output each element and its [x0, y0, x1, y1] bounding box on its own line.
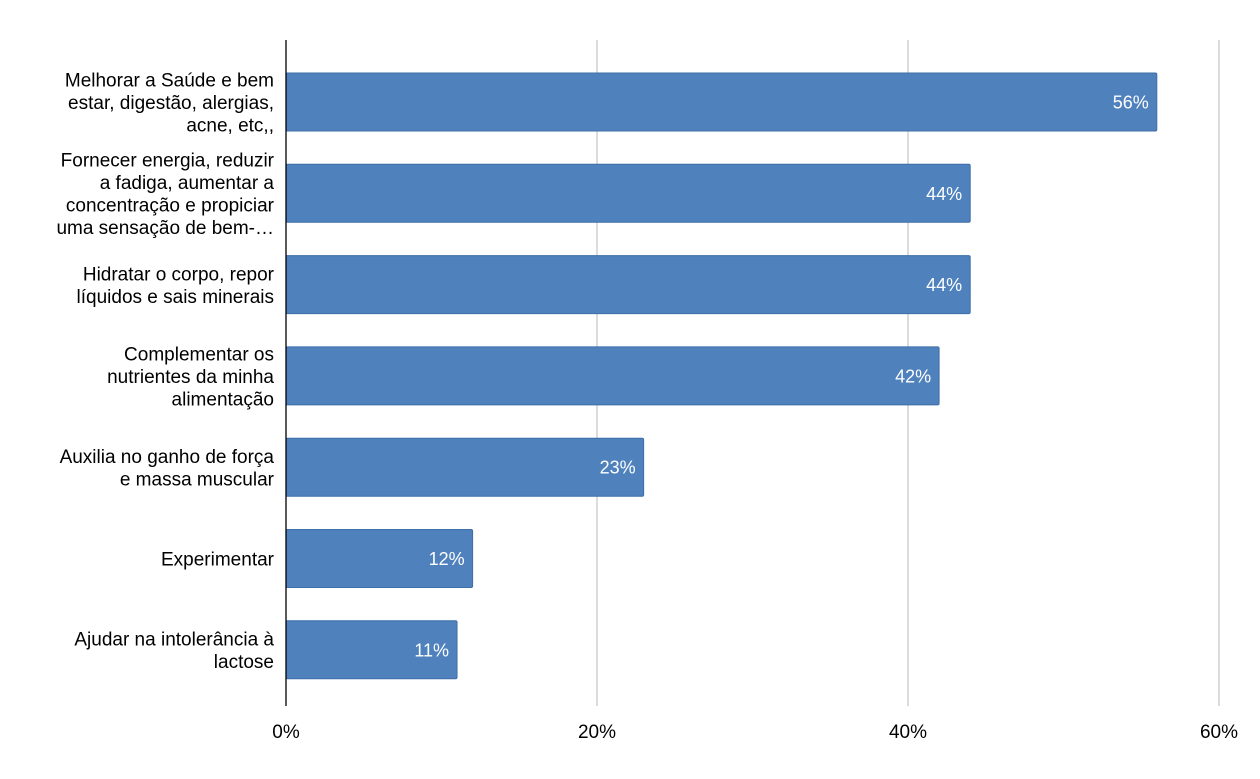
category-label-1-line-0: Fornecer energia, reduzir — [61, 151, 275, 172]
x-tick-label-20: 20% — [578, 722, 616, 743]
category-label-2-line-0: Hidratar o corpo, repor — [83, 264, 275, 285]
category-label-3-line-1: nutrientes da minha — [107, 367, 274, 388]
category-label-0-line-1: estar, digestão, alergias, — [68, 93, 274, 114]
category-label-5: Experimentar — [161, 550, 275, 571]
data-label-4: 23% — [600, 458, 636, 478]
data-label-3: 42% — [895, 366, 931, 386]
bars — [285, 72, 1158, 680]
bar-2 — [285, 255, 971, 315]
category-label-4-line-1: e massa muscular — [120, 469, 275, 490]
category-label-4-line-0: Auxilia no ganho de força — [60, 447, 275, 468]
data-label-5: 12% — [429, 549, 465, 569]
category-label-4: Auxilia no ganho de força e massa muscula… — [60, 447, 275, 491]
data-label-2: 44% — [926, 275, 962, 295]
data-label-6: 11% — [414, 640, 449, 660]
bar-0 — [285, 72, 1158, 132]
category-label-0: Melhorar a Saúde e bem estar, digestão, a… — [65, 71, 274, 137]
data-label-0: 56% — [1113, 93, 1149, 113]
x-tick-label-0: 0% — [272, 722, 300, 743]
category-label-3: Complementar os nutrientes da minha alimen… — [107, 344, 274, 410]
data-label-1: 44% — [926, 184, 962, 204]
category-label-0-line-0: Melhorar a Saúde e bem — [65, 71, 274, 92]
bar-1 — [285, 163, 971, 223]
x-tick-label-60: 60% — [1200, 722, 1238, 743]
category-label-1-line-2: concentração e propiciar — [66, 196, 275, 217]
bar-4 — [285, 437, 645, 497]
category-label-0-line-2: acne, etc,, — [186, 116, 274, 137]
category-label-6: Ajudar na intolerância à lactose — [74, 630, 274, 674]
x-tick-label-40: 40% — [889, 722, 927, 743]
category-label-1-line-3: uma sensação de bem-… — [56, 218, 274, 239]
bar-3 — [285, 346, 940, 406]
labels: 0% 20% 40% 60% 56% Melhorar a Saúde e bem esta… — [56, 71, 1238, 744]
category-label-2-line-1: líquidos e sais minerais — [77, 287, 274, 308]
category-label-2: Hidratar o corpo, repor líquidos e sais m… — [77, 264, 275, 308]
category-label-6-line-1: lactose — [214, 652, 274, 673]
category-label-1: Fornecer energia, reduzir a fadiga, aumen… — [56, 151, 274, 240]
category-label-3-line-2: alimentação — [172, 389, 274, 410]
category-label-6-line-0: Ajudar na intolerância à — [74, 630, 274, 651]
category-label-3-line-0: Complementar os — [124, 344, 274, 365]
category-label-1-line-1: a fadiga, aumentar a — [100, 173, 275, 194]
category-label-5-line-0: Experimentar — [161, 550, 275, 571]
